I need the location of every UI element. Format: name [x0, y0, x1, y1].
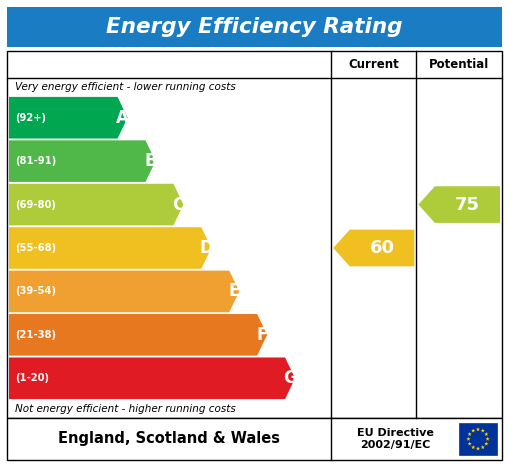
- Polygon shape: [468, 432, 472, 436]
- Text: Very energy efficient - lower running costs: Very energy efficient - lower running co…: [15, 82, 236, 92]
- Text: (39-54): (39-54): [15, 286, 56, 297]
- Polygon shape: [471, 445, 475, 449]
- Polygon shape: [476, 427, 480, 431]
- Polygon shape: [9, 97, 128, 139]
- Bar: [459, 423, 497, 455]
- Polygon shape: [466, 437, 470, 441]
- Text: (1-20): (1-20): [15, 373, 49, 383]
- Bar: [7, 7, 502, 47]
- Text: EU Directive
2002/91/EC: EU Directive 2002/91/EC: [357, 428, 434, 450]
- Text: (81-91): (81-91): [15, 156, 56, 166]
- Text: G: G: [283, 369, 297, 387]
- Polygon shape: [476, 446, 480, 450]
- Polygon shape: [9, 227, 211, 269]
- Text: (55-68): (55-68): [15, 243, 56, 253]
- Text: Current: Current: [349, 58, 399, 71]
- Text: Energy Efficiency Rating: Energy Efficiency Rating: [106, 17, 403, 37]
- Polygon shape: [9, 184, 183, 226]
- Polygon shape: [480, 445, 485, 449]
- Polygon shape: [9, 357, 295, 399]
- Text: (69-80): (69-80): [15, 199, 56, 210]
- Polygon shape: [9, 314, 267, 356]
- Polygon shape: [333, 230, 414, 266]
- Text: F: F: [257, 326, 268, 344]
- Text: A: A: [116, 109, 129, 127]
- Polygon shape: [9, 140, 155, 182]
- Polygon shape: [418, 186, 500, 223]
- Polygon shape: [471, 429, 475, 432]
- Text: B: B: [144, 152, 157, 170]
- Bar: [7, 51, 502, 418]
- Polygon shape: [486, 437, 490, 441]
- Text: (21-38): (21-38): [15, 330, 56, 340]
- Polygon shape: [468, 442, 472, 446]
- Polygon shape: [484, 432, 489, 436]
- Text: Potential: Potential: [429, 58, 489, 71]
- Text: England, Scotland & Wales: England, Scotland & Wales: [58, 432, 280, 446]
- Text: 60: 60: [370, 239, 394, 257]
- Polygon shape: [9, 270, 239, 312]
- Text: E: E: [229, 283, 240, 300]
- Text: (92+): (92+): [15, 113, 46, 123]
- Text: D: D: [200, 239, 213, 257]
- Text: C: C: [172, 196, 185, 213]
- Text: 75: 75: [455, 196, 480, 213]
- Text: Not energy efficient - higher running costs: Not energy efficient - higher running co…: [15, 404, 236, 414]
- Bar: [7, 418, 502, 460]
- Polygon shape: [480, 429, 485, 432]
- Polygon shape: [484, 442, 489, 446]
